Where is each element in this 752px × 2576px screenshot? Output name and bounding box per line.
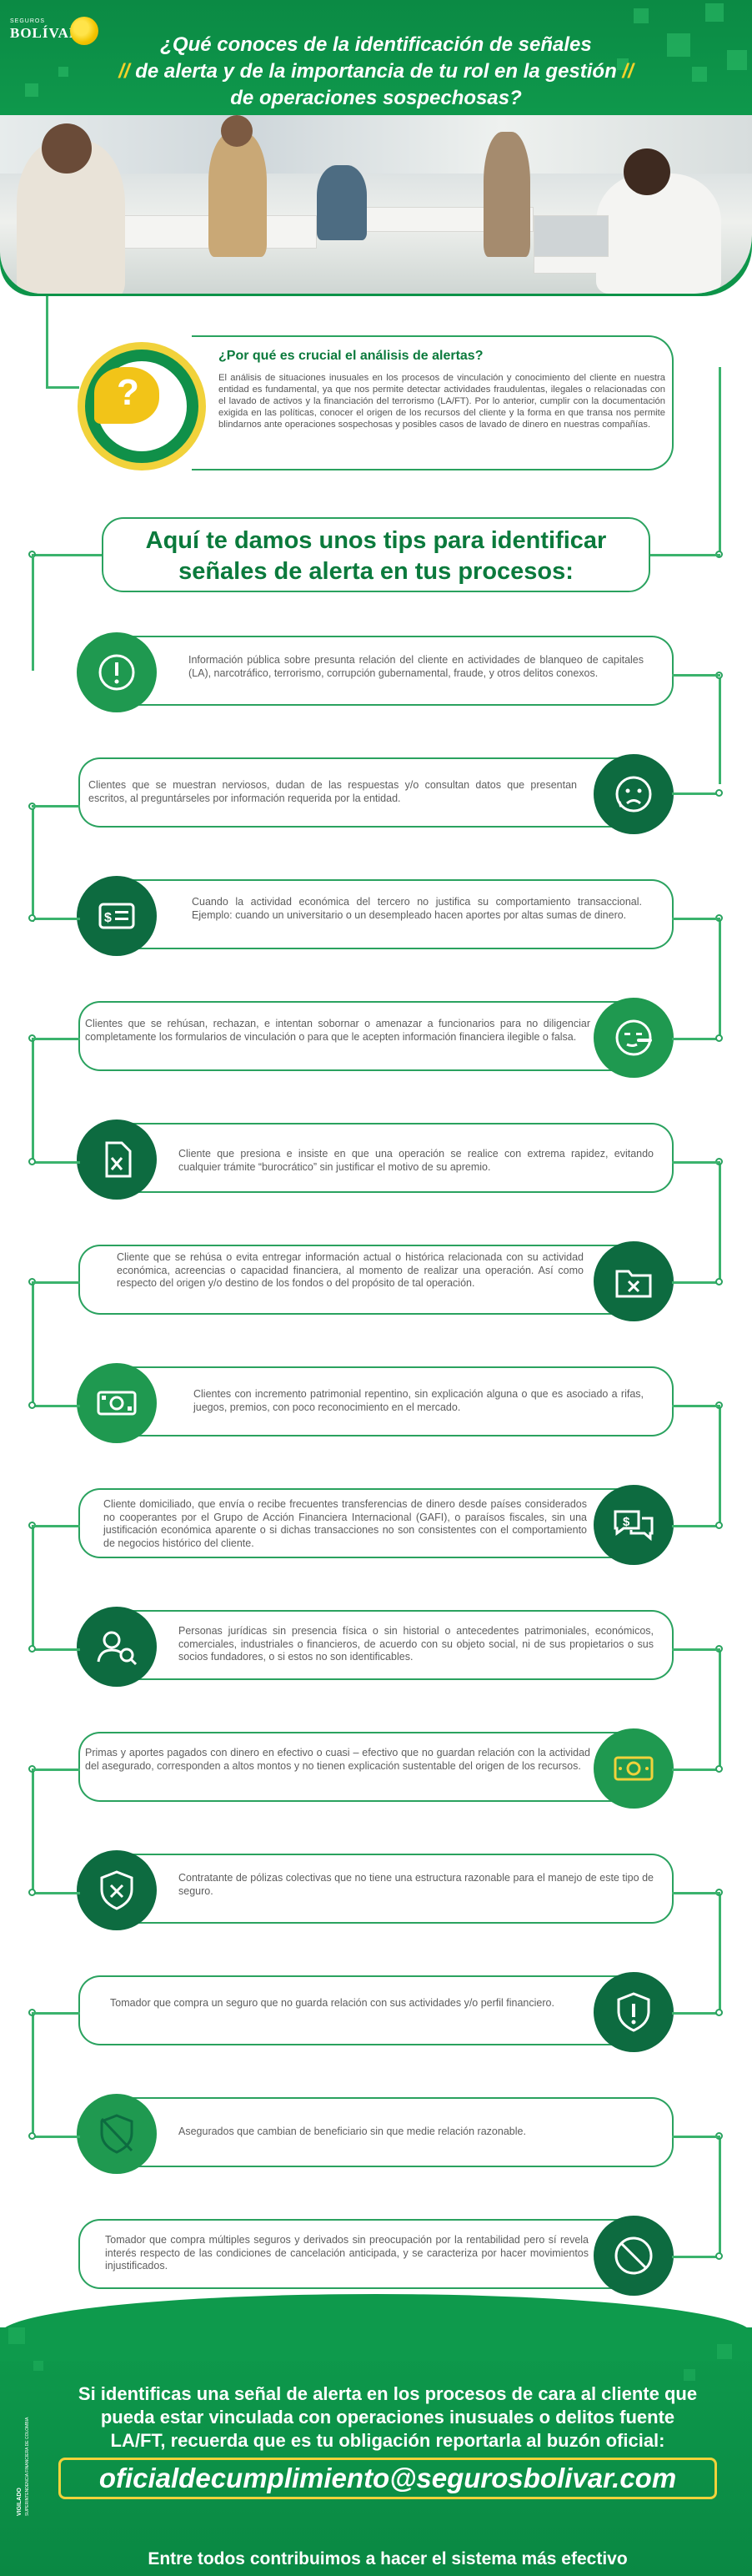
svg-text:$: $: [104, 911, 112, 925]
footer-line-3: LA/FT, recuerda que es tu obligación rep…: [110, 2430, 665, 2451]
tip-card-10: Primas y aportes pagados con dinero en e…: [78, 1732, 629, 1802]
money-chat-icon: $: [594, 1485, 674, 1565]
rejected-folder-icon: [594, 1241, 674, 1321]
lying-face-icon: [594, 998, 674, 1078]
shield-x-icon: [77, 1850, 157, 1930]
tip-text-2: Clientes que se muestran nerviosos, duda…: [88, 779, 577, 804]
tip-text-10: Primas y aportes pagados con dinero en e…: [85, 1747, 590, 1772]
page-title: ¿Qué conoces de la identificación de señ…: [100, 32, 652, 112]
tip-text-11: Contratante de pólizas colectivas que no…: [178, 1872, 654, 1897]
tip-card-9: Personas jurídicas sin presencia física …: [125, 1610, 674, 1680]
tip-card-4: Clientes que se rehúsan, rechazan, e int…: [78, 1001, 629, 1071]
intro-title: ¿Por qué es crucial el análisis de alert…: [218, 349, 484, 363]
tip-text-12: Tomador que compra un seguro que no guar…: [110, 1997, 554, 2009]
brand-name: BOLÍVAR: [10, 25, 81, 41]
tip-card-12: Tomador que compra un seguro que no guar…: [78, 1975, 629, 2045]
compliance-email-link[interactable]: oficialdecumplimiento@segurosbolivar.com: [98, 2463, 677, 2493]
tip-text-5: Cliente que presiona e insiste en que un…: [178, 1148, 654, 1173]
flower-logo-icon: [70, 17, 98, 45]
tip-card-6: Cliente que se rehúsa o evita entregar i…: [78, 1245, 629, 1315]
tip-text-4: Clientes que se rehúsan, rechazan, e int…: [85, 1018, 590, 1043]
email-frame: [58, 2458, 717, 2499]
title-line-1: ¿Qué conoces de la identificación de señ…: [160, 33, 592, 56]
tip-text-3: Cuando la actividad económica del tercer…: [192, 896, 642, 921]
brand-logo: SEGUROS BOLÍVAR: [10, 17, 98, 47]
worried-face-icon: [594, 754, 674, 834]
vigilado-entity: SUPERINTENDENCIA FINANCIERA DE COLOMBIA: [25, 2417, 30, 2516]
alert-circle-icon: [77, 632, 157, 712]
brand-small: SEGUROS: [10, 18, 46, 24]
title-line-3: de operaciones sospechosas?: [230, 87, 522, 109]
svg-text:$: $: [623, 1515, 630, 1529]
footer-message: Si identificas una señal de alerta en lo…: [67, 2382, 709, 2453]
tip-card-5: Cliente que presiona e insiste en que un…: [125, 1123, 674, 1193]
tip-card-14: Tomador que compra múltiples seguros y d…: [78, 2219, 629, 2289]
tip-card-11: Contratante de pólizas colectivas que no…: [125, 1854, 674, 1924]
user-search-icon: [77, 1607, 157, 1687]
footer-line-1: Si identificas una señal de alerta en lo…: [78, 2383, 698, 2404]
vigilado-label: VIGILADO: [17, 2488, 23, 2516]
tip-text-1: Información pública sobre presunta relac…: [188, 654, 644, 679]
intro-card: ¿Por qué es crucial el análisis de alert…: [192, 335, 674, 470]
tips-heading-line-2: señales de alerta en tus procesos:: [178, 558, 574, 585]
tip-card-7: Clientes con incremento patrimonial repe…: [125, 1366, 674, 1436]
tips-heading: Aquí te damos unos tips para identificar…: [102, 517, 650, 592]
title-line-2: de alerta y de la importancia de tu rol …: [135, 60, 617, 83]
rejected-document-icon: [77, 1119, 157, 1200]
tip-text-7: Clientes con incremento patrimonial repe…: [193, 1388, 644, 1413]
cash-icon: [594, 1728, 674, 1809]
money-card-icon: $: [77, 876, 157, 956]
banknote-icon: [77, 1363, 157, 1443]
shield-off-icon: [77, 2094, 157, 2174]
prohibited-icon: [594, 2216, 674, 2296]
tip-text-13: Asegurados que cambian de beneficiario s…: [178, 2126, 526, 2137]
footer: [0, 2294, 752, 2576]
shield-alert-icon: [594, 1972, 674, 2052]
tip-text-8: Cliente domiciliado, que envía o recibe …: [103, 1498, 587, 1549]
footer-line-2: pueda estar vinculada con operaciones in…: [100, 2407, 675, 2428]
tip-card-13: Asegurados que cambian de beneficiario s…: [125, 2097, 674, 2167]
question-bubble-icon: [94, 367, 159, 424]
tip-text-6: Cliente que se rehúsa o evita entregar i…: [117, 1251, 584, 1289]
tip-text-9: Personas jurídicas sin presencia física …: [178, 1625, 654, 1663]
tip-card-1: Información pública sobre presunta relac…: [125, 636, 674, 706]
tip-card-2: Clientes que se muestran nerviosos, duda…: [78, 757, 629, 828]
tip-text-14: Tomador que compra múltiples seguros y d…: [105, 2234, 589, 2272]
office-photo: [0, 115, 752, 294]
intro-body: El análisis de situaciones inusuales en …: [218, 373, 665, 430]
tip-card-3: Cuando la actividad económica del tercer…: [125, 879, 674, 949]
header-banner: SEGUROS BOLÍVAR ¿Qué conoces de la ident…: [0, 0, 752, 296]
tip-card-8: Cliente domiciliado, que envía o recibe …: [78, 1488, 629, 1558]
tips-heading-line-1: Aquí te damos unos tips para identificar: [145, 527, 607, 554]
vigilado-badge: VIGILADO SUPERINTENDENCIA FINANCIERA DE …: [15, 2416, 30, 2516]
closing-message: Entre todos contribuimos a hacer el sist…: [148, 2549, 628, 2568]
